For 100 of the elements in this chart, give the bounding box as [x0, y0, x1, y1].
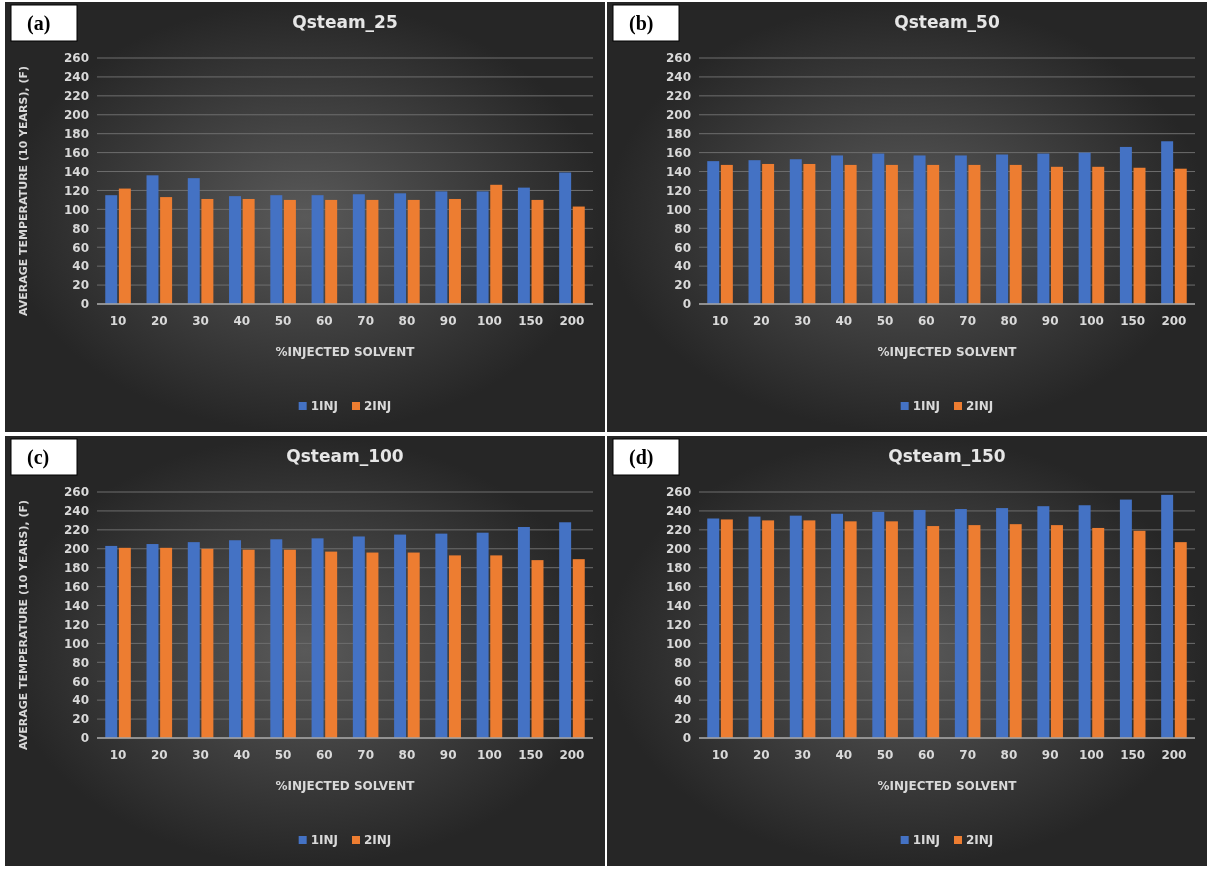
bar: [1009, 164, 1022, 304]
bar: [394, 534, 407, 738]
bar: [885, 164, 898, 304]
y-tick-label: 100: [63, 202, 89, 217]
bar: [394, 193, 407, 304]
x-tick-label: 90: [1041, 747, 1059, 762]
x-tick-label: 200: [1161, 313, 1187, 328]
x-tick-label: 40: [233, 313, 251, 328]
y-tick-label: 60: [674, 240, 691, 255]
bar: [283, 199, 296, 304]
y-tick-label: 80: [674, 655, 691, 670]
y-tick-label: 200: [665, 542, 691, 557]
y-tick-label: 240: [665, 70, 691, 85]
y-tick-label: 220: [63, 523, 89, 538]
bar: [352, 536, 365, 738]
chart-title: Qsteam_50: [894, 12, 1000, 32]
y-tick-label: 260: [63, 485, 89, 500]
x-tick-label: 20: [150, 747, 168, 762]
legend-label: 1INJ: [912, 833, 940, 847]
bar: [803, 520, 816, 738]
y-tick-label: 180: [665, 127, 691, 142]
bar: [762, 163, 775, 304]
bar: [490, 184, 503, 304]
y-tick-label: 120: [665, 617, 691, 632]
bar: [831, 155, 844, 304]
bar: [748, 516, 761, 738]
y-axis-title: AVERAGE TEMPERATURE (10 YEARS), (F): [17, 499, 30, 751]
x-axis-title: %INJECTED SOLVENT: [275, 345, 416, 359]
bar: [844, 521, 857, 738]
y-tick-label: 120: [665, 183, 691, 198]
text: (d): [629, 446, 654, 469]
x-tick-label: 50: [274, 747, 292, 762]
y-tick-label: 60: [72, 240, 89, 255]
bar: [1174, 168, 1187, 304]
bar: [270, 195, 283, 304]
bar: [1133, 530, 1146, 738]
x-tick-label: 200: [1161, 747, 1187, 762]
x-tick-label: 40: [233, 747, 251, 762]
y-tick-label: 240: [665, 504, 691, 519]
legend-label: 1INJ: [912, 399, 940, 413]
y-tick-label: 200: [63, 542, 89, 557]
x-tick-label: 100: [1078, 747, 1104, 762]
bar: [229, 196, 242, 304]
y-tick-label: 80: [674, 221, 691, 236]
chart-title: Qsteam_150: [888, 446, 1006, 466]
x-tick-label: 80: [398, 747, 416, 762]
y-tick-label: 60: [72, 674, 89, 689]
x-tick-label: 60: [918, 313, 935, 328]
bar: [996, 508, 1009, 738]
x-tick-label: 60: [918, 747, 935, 762]
bar: [1174, 542, 1187, 738]
bar: [201, 198, 214, 304]
bar: [325, 199, 338, 304]
y-tick-label: 160: [63, 145, 89, 160]
y-tick-label: 100: [665, 202, 691, 217]
bar: [996, 154, 1009, 304]
bar: [187, 542, 200, 738]
x-tick-label: 70: [959, 747, 976, 762]
y-tick-label: 80: [72, 655, 89, 670]
bar: [325, 551, 338, 738]
x-tick-label: 10: [109, 313, 127, 328]
legend-label: 1INJ: [310, 399, 338, 413]
bar: [762, 520, 775, 738]
x-tick-label: 40: [835, 747, 853, 762]
x-tick-label: 30: [794, 313, 811, 328]
x-tick-label: 150: [518, 747, 544, 762]
x-tick-label: 80: [1000, 313, 1018, 328]
y-tick-label: 220: [665, 89, 691, 104]
y-tick-label: 260: [665, 485, 691, 500]
bar: [105, 545, 118, 738]
x-tick-label: 20: [752, 313, 770, 328]
bar: [1078, 505, 1091, 738]
y-tick-label: 40: [674, 693, 691, 708]
x-tick-label: 30: [192, 747, 209, 762]
x-tick-label: 150: [518, 313, 544, 328]
legend-label: 2INJ: [966, 399, 994, 413]
x-tick-label: 70: [959, 313, 976, 328]
y-tick-label: 160: [665, 145, 691, 160]
x-axis-title: %INJECTED SOLVENT: [877, 779, 1018, 793]
bar: [913, 155, 926, 304]
y-tick-label: 240: [63, 504, 89, 519]
bar: [118, 188, 131, 304]
x-tick-label: 90: [439, 747, 457, 762]
bar: [517, 187, 530, 304]
text: (b): [629, 12, 654, 35]
bar: [407, 552, 420, 738]
bar: [160, 547, 173, 738]
chart-title: Qsteam_100: [286, 446, 404, 466]
text: (c): [27, 446, 50, 469]
bar: [572, 206, 585, 304]
legend-label: 2INJ: [364, 833, 392, 847]
y-tick-label: 180: [665, 561, 691, 576]
y-tick-label: 260: [63, 51, 89, 66]
x-tick-label: 70: [357, 313, 374, 328]
bar: [531, 199, 544, 304]
y-tick-label: 140: [665, 164, 691, 179]
bar: [366, 552, 379, 738]
bar: [954, 509, 967, 738]
x-tick-label: 100: [476, 747, 502, 762]
y-tick-label: 140: [665, 598, 691, 613]
